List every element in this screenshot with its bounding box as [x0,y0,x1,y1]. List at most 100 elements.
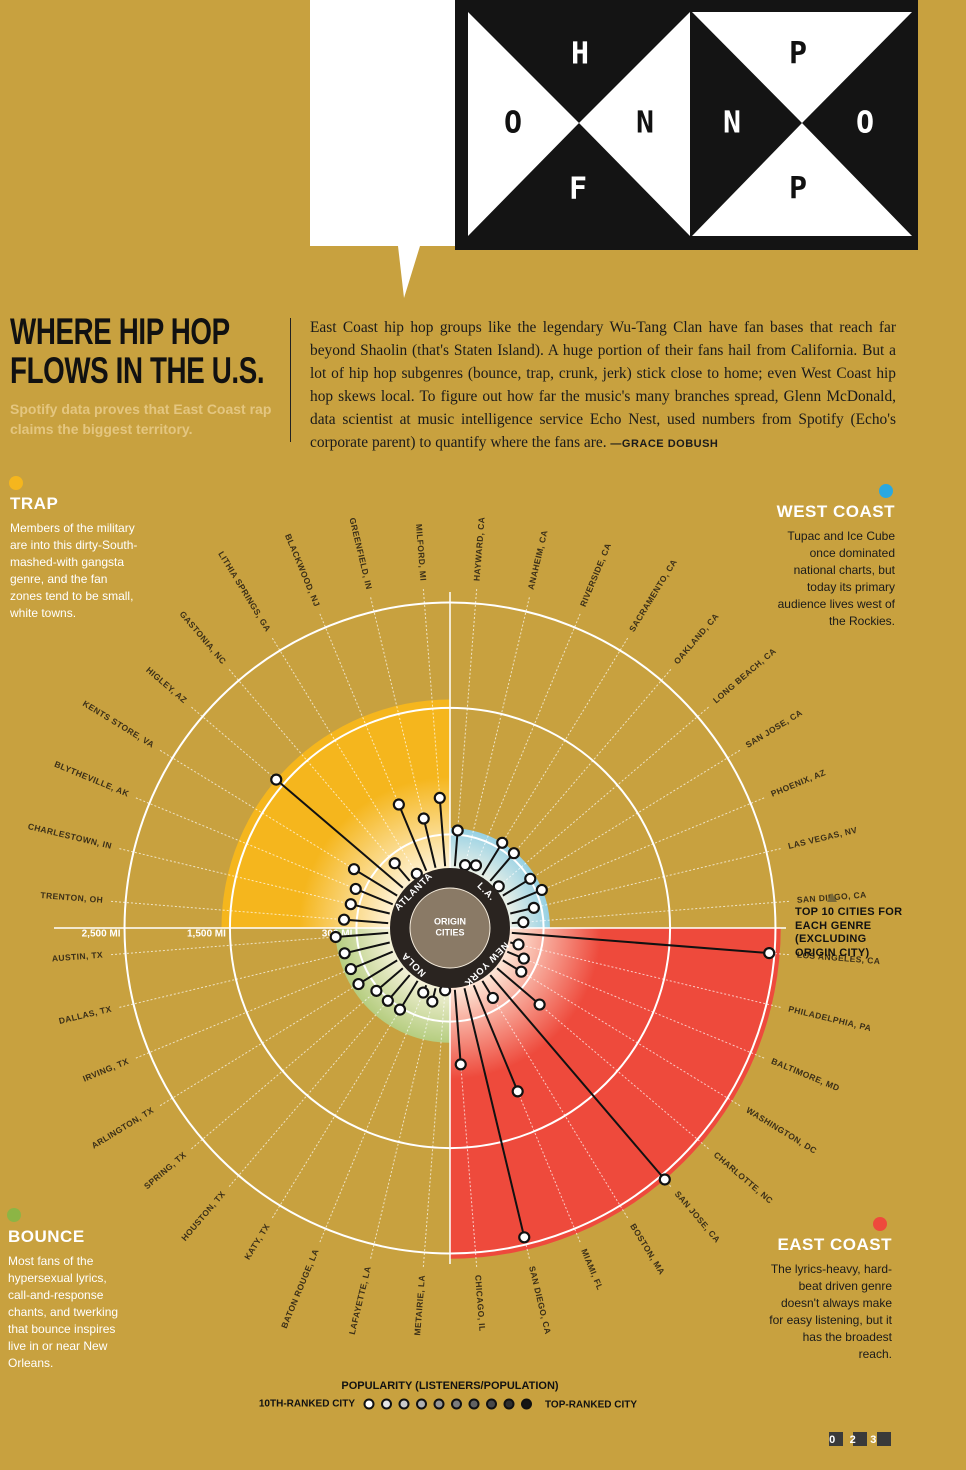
ring [355,833,545,1023]
spoke [473,985,582,1245]
city-dot [469,859,483,872]
city-label: METAIRIE, LA [412,1274,427,1335]
city-label: MILFORD, MI [414,524,428,582]
city-label: RIVERSIDE, CA [578,541,613,608]
stem [438,797,447,867]
spoke [318,985,427,1245]
spoke [454,989,478,1269]
city-dot [533,998,546,1011]
city-label: BLACKWOOD, NJ [283,532,322,608]
genre-description: Most fans of the hypersexual lyrics, cal… [8,1254,119,1370]
logo-shape [692,123,912,236]
city-label: CHARLESTOWN, IN [27,821,113,851]
spoke [117,941,390,1009]
city-dot [417,812,430,825]
city-dot [517,916,530,929]
chart-note: TOP 10 CITIES FOR EACH GENRE (EXCLUDING … [795,906,903,959]
city-label: DALLAS, TX [58,1004,113,1026]
page-number-boxes [829,1432,891,1446]
city-dot [486,991,499,1005]
origin-center [409,887,491,969]
legend-dot [416,1398,427,1410]
logo-letter: N [723,106,741,141]
stem [275,778,404,889]
page-box [853,1432,867,1446]
legend-dot [398,1398,410,1410]
city-label: CHICAGO, IL [473,1274,487,1331]
genre-name: EAST COAST [777,1235,892,1254]
city-dot [507,847,520,860]
spoke [117,847,390,915]
city-dot [496,836,509,849]
city-label: ANAHEIM, CA [526,529,550,591]
city-label: TRENTON, OH [40,890,103,905]
logo-letter: P [789,172,807,207]
city-dot [338,947,351,960]
city-label: PHOENIX, AZ [769,767,827,799]
logo-shape [579,12,690,236]
stem [506,889,543,906]
legend-dot [381,1398,392,1410]
city-dot [417,986,430,999]
stem [453,989,462,1065]
legend-dot [521,1398,532,1410]
city-label: SAN JOSE, CA [673,1189,723,1245]
genre-name: WEST COAST [776,502,895,521]
city-dot [347,863,361,876]
title: WHERE HIP HOP FLOWS IN THE U.S. [10,311,265,391]
ring [228,706,672,1150]
city-label: LONG BEACH, CA [711,646,778,705]
city-dot [381,994,394,1007]
center-label-line: CITIES [435,928,464,938]
byline: —GRACE DOBUSH [610,438,719,450]
stem [496,967,541,1006]
stem [344,941,390,955]
city-dot [392,798,405,811]
city-dot [329,930,342,944]
r-tick-label: 1,500 MI [187,929,226,940]
page-number: 023 [829,1434,891,1446]
center-label-line: ORIGIN [434,917,466,927]
logo-shape [468,12,579,236]
stem [472,984,519,1092]
city-label: HIGLEY, AZ [144,665,189,705]
note-pointer [827,893,837,902]
legend-dot [363,1398,375,1410]
logo-letter: N [636,106,654,141]
spoke [270,636,419,876]
city-label: KENTS STORE, VA [81,698,156,749]
genre-dot [873,1217,887,1231]
city-dot [426,995,439,1008]
page-box [829,1432,843,1446]
city-label: PHILADELPHIA, PA [787,1004,872,1034]
genre-description: Tupac and Ice Cube once dominated nation… [777,529,895,628]
spoke [473,611,582,871]
spoke [507,951,767,1060]
logo-shape [692,12,912,123]
city-label: SAN DIEGO, CA [527,1265,553,1335]
city-dot [518,1231,531,1244]
city-dot [388,857,401,870]
city-label: KATY, TX [242,1222,272,1262]
city-dot [352,977,365,991]
city-dot [763,947,776,960]
city-label: SPRING, TX [142,1150,188,1191]
stem [350,903,390,915]
article: East Coast hip hop groups like the legen… [310,316,896,456]
stem [422,818,437,868]
city-label: BALTIMORE, MD [770,1056,841,1093]
legend-low: 10TH-RANKED CITY [259,1399,355,1410]
spoke [369,595,437,868]
city-dot [344,962,357,976]
city-dot [535,883,548,897]
legend-dot [451,1398,462,1410]
spoke [511,900,791,924]
genre-dot [7,1208,21,1222]
spoke [422,989,446,1269]
city-label: BATON ROUGE, LA [279,1247,321,1329]
spoke [318,611,427,871]
city-dot [512,938,525,951]
city-dot [349,882,362,896]
